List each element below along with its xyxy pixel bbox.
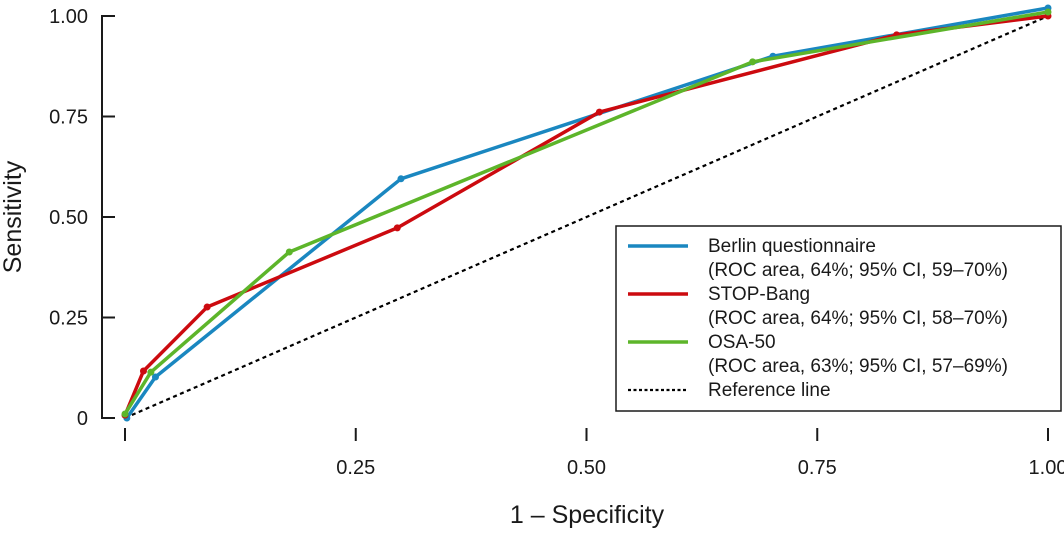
x-tick-label: 0.50 (567, 457, 606, 479)
y-tick-label: 1.00 (49, 6, 88, 28)
legend-box (615, 225, 1062, 412)
legend-label: Berlin questionnaire (708, 236, 876, 257)
y-tick-label: 0.75 (49, 107, 88, 129)
legend-detail: (ROC area, 64%; 95% CI, 58–70%) (708, 308, 1008, 329)
data-point-stop-bang (595, 108, 603, 116)
plot-area (121, 4, 1052, 422)
y-axis-label: Sensitivity (0, 160, 27, 273)
legend-label: OSA-50 (708, 332, 776, 353)
y-tick-label: 0.50 (49, 207, 88, 229)
data-point-osa-50 (1044, 8, 1052, 16)
data-point-osa-50 (121, 410, 129, 418)
x-axis-label: 1 – Specificity (510, 501, 665, 528)
legend-detail: (ROC area, 64%; 95% CI, 59–70%) (708, 260, 1008, 281)
legend-label: Reference line (708, 380, 831, 401)
legend-detail: (ROC area, 63%; 95% CI, 57–69%) (708, 356, 1008, 377)
data-point-berlin-questionnaire (151, 373, 159, 381)
y-tick-label: 0.25 (49, 308, 88, 330)
data-point-stop-bang (393, 224, 401, 232)
data-point-stop-bang (139, 367, 147, 375)
legend: Berlin questionnaire (ROC area, 64%; 95% … (615, 225, 1062, 412)
x-tick-label: 1.00 (1029, 457, 1064, 479)
y-tick-label: 0 (77, 408, 88, 430)
data-point-osa-50 (749, 58, 757, 66)
x-tick-label: 0.25 (336, 457, 375, 479)
data-point-osa-50 (147, 368, 155, 376)
legend-label: STOP-Bang (708, 284, 810, 305)
x-tick-label: 0.75 (798, 457, 837, 479)
data-point-berlin-questionnaire (397, 175, 405, 183)
data-point-stop-bang (203, 303, 211, 311)
reference-line (124, 14, 1049, 420)
data-point-osa-50 (285, 248, 293, 256)
axes: 0 0.25 0.50 0.75 1.00 0.25 0.50 0.75 1.00 (49, 6, 1064, 479)
